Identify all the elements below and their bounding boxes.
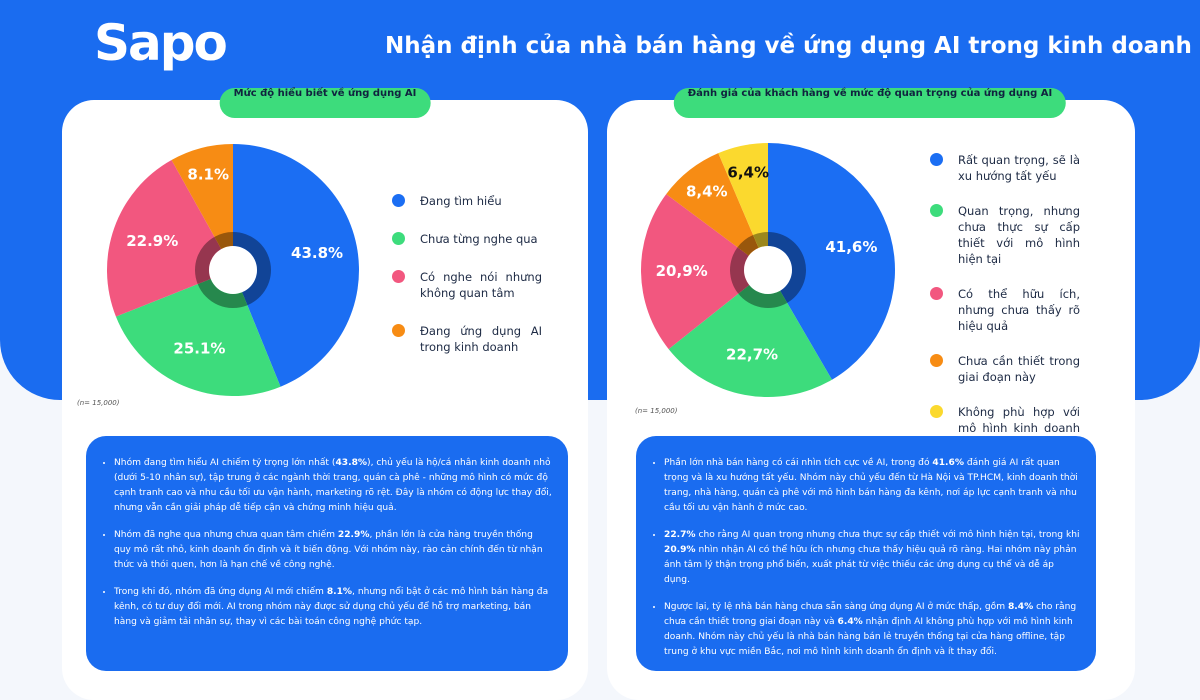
legend-label: Rất quan trọng, sẽ là xu hướng tất yếu xyxy=(958,153,1080,183)
pie-slice-ring xyxy=(738,284,788,308)
legend-item: Đang ứng dụng AI trong kinh doanh xyxy=(392,323,542,355)
text-run: Phần lớn nhà bán hàng có cái nhìn tích c… xyxy=(664,458,933,468)
summary-paragraph: 22.7% cho rằng AI quan trọng nhưng chưa … xyxy=(664,528,1080,588)
summary-box: Nhóm đang tìm hiểu AI chiếm tỷ trọng lớn… xyxy=(86,436,568,671)
pie-chart: 43.8% 25.1% 22.9% 8.1% xyxy=(107,144,359,396)
text-run: cho rằng chưa cần thiết trong giai đoạn … xyxy=(664,602,1077,627)
chart-title: Mức độ hiểu biết về ứng dụng AI xyxy=(219,88,431,118)
pie-slice xyxy=(668,270,832,397)
legend-item: Quan trọng, nhưng chưa thực sự cấp thiết… xyxy=(930,203,1080,267)
legend-item: Đang tìm hiểu xyxy=(392,193,542,209)
pie-hole xyxy=(744,246,792,294)
legend-label: Chưa từng nghe qua xyxy=(420,232,538,246)
legend-swatch xyxy=(930,153,943,166)
pie-slice xyxy=(666,153,768,270)
slice-label: 22,7% xyxy=(726,345,778,363)
slice-label: 8.1% xyxy=(187,165,229,183)
slice-label: 8,4% xyxy=(686,183,728,201)
summary-paragraph: Nhóm đang tìm hiểu AI chiếm tỷ trọng lớn… xyxy=(114,456,552,516)
text-run: Trong khi đó, nhóm đã ứng dụng AI mới ch… xyxy=(114,587,327,597)
summary-paragraph: Trong khi đó, nhóm đã ứng dụng AI mới ch… xyxy=(114,585,552,630)
legend-label: Đang tìm hiểu xyxy=(420,194,502,208)
pie-slice-ring xyxy=(737,235,759,256)
highlight: 43.8% xyxy=(335,458,368,468)
slice-label: 20,9% xyxy=(656,262,708,280)
text-run: đánh giá AI rất quan trọng và là xu hướn… xyxy=(664,458,1078,513)
pie-chart: 41,6% 22,7% 20,9% 8,4% 6,4% xyxy=(641,143,895,397)
pie-slice xyxy=(641,194,768,350)
legend-swatch xyxy=(930,354,943,367)
text-run: Ngược lại, tỷ lệ nhà bán hàng chưa sẵn s… xyxy=(664,602,1008,612)
legend-swatch xyxy=(930,204,943,217)
text-run: , nhưng nổi bật ở các mô hình bán hàng đ… xyxy=(114,587,549,627)
legend-swatch xyxy=(930,405,943,418)
legend-item: Chưa cần thiết trong giai đoạn này xyxy=(930,353,1080,385)
highlight: 20.9% xyxy=(664,545,696,555)
legend-item: Chưa từng nghe qua xyxy=(392,231,542,247)
highlight: 8.4% xyxy=(1007,602,1034,612)
text-run: Nhóm đang tìm hiểu AI chiếm tỷ trọng lớn… xyxy=(114,458,336,468)
legend-swatch xyxy=(392,194,405,207)
chart-title: Đánh giá của khách hàng về mức độ quan t… xyxy=(673,88,1067,118)
text-run: nhìn nhận AI có thể hữu ích nhưng chưa t… xyxy=(664,545,1077,585)
pie-slice-ring xyxy=(197,278,248,308)
slice-label: 41,6% xyxy=(825,238,877,256)
pie-slice xyxy=(768,143,895,380)
slice-label: 43.8% xyxy=(291,244,343,262)
slice-label: 22.9% xyxy=(126,232,178,250)
summary-list: Nhóm đang tìm hiểu AI chiếm tỷ trọng lớn… xyxy=(102,456,552,630)
pie-slice-ring xyxy=(214,232,233,250)
highlight: 8.1% xyxy=(326,587,353,597)
legend-label: Chưa cần thiết trong giai đoạn này xyxy=(958,354,1080,384)
pie-slice xyxy=(233,144,359,387)
slice-label: 6,4% xyxy=(727,163,769,181)
text-run: Nhóm đã nghe qua nhưng chưa quan tâm chi… xyxy=(114,530,338,540)
legend-swatch xyxy=(392,324,405,337)
pie-slice-ring xyxy=(768,232,806,303)
sample-note: (n= 15,000) xyxy=(77,399,120,407)
summary-box: Phần lớn nhà bán hàng có cái nhìn tích c… xyxy=(636,436,1096,671)
legend-swatch xyxy=(930,287,943,300)
legend-label: Quan trọng, nhưng chưa thực sự cấp thiết… xyxy=(958,204,1080,266)
legend: Đang tìm hiểu Chưa từng nghe qua Có nghe n… xyxy=(392,193,542,377)
sample-note: (n= 15,000) xyxy=(635,407,678,415)
legend-swatch xyxy=(392,270,405,283)
pie-hole xyxy=(209,246,257,294)
text-run: cho rằng AI quan trọng nhưng chưa thực s… xyxy=(695,530,1080,540)
text-run: ), chủ yếu là hộ/cá nhân kinh doanh nhỏ … xyxy=(114,458,552,513)
summary-paragraph: Phần lớn nhà bán hàng có cái nhìn tích c… xyxy=(664,456,1080,516)
text-run: , phần lớn là cửa hàng truyền thống quy … xyxy=(114,530,543,570)
summary-paragraph: Ngược lại, tỷ lệ nhà bán hàng chưa sẵn s… xyxy=(664,600,1080,660)
highlight: 22.9% xyxy=(337,530,370,540)
highlight: 6.4% xyxy=(837,617,863,627)
logo: Sapo xyxy=(94,14,228,72)
legend-label: Có nghe nói nhưng không quan tâm xyxy=(420,270,542,300)
legend-label: Đang ứng dụng AI trong kinh doanh xyxy=(420,324,542,354)
page-title: Nhận định của nhà bán hàng về ứng dụng A… xyxy=(385,33,1192,59)
summary-list: Phần lớn nhà bán hàng có cái nhìn tích c… xyxy=(652,456,1080,660)
pie-slice-ring xyxy=(233,232,271,306)
highlight: 41.6% xyxy=(932,458,964,468)
pie-slice-ring xyxy=(730,247,750,294)
legend: Rất quan trọng, sẽ là xu hướng tất yếu Qu… xyxy=(930,152,1080,471)
highlight: 22.7% xyxy=(664,530,696,540)
page: Sapo Nhận định của nhà bán hàng về ứng d… xyxy=(0,0,1200,675)
legend-label: Có thể hữu ích, nhưng chưa thấy rõ hiệu … xyxy=(958,287,1080,333)
legend-item: Rất quan trọng, sẽ là xu hướng tất yếu xyxy=(930,152,1080,184)
slice-label: 25.1% xyxy=(173,339,225,357)
pie-slice-ring xyxy=(195,236,222,285)
pie-slice-ring xyxy=(753,232,768,248)
text-run: nhận định AI không phù hợp với mô hình k… xyxy=(664,617,1073,657)
legend-item: Có nghe nói nhưng không quan tâm xyxy=(392,269,542,301)
legend-item: Có thể hữu ích, nhưng chưa thấy rõ hiệu … xyxy=(930,286,1080,334)
legend-swatch xyxy=(392,232,405,245)
summary-paragraph: Nhóm đã nghe qua nhưng chưa quan tâm chi… xyxy=(114,528,552,573)
